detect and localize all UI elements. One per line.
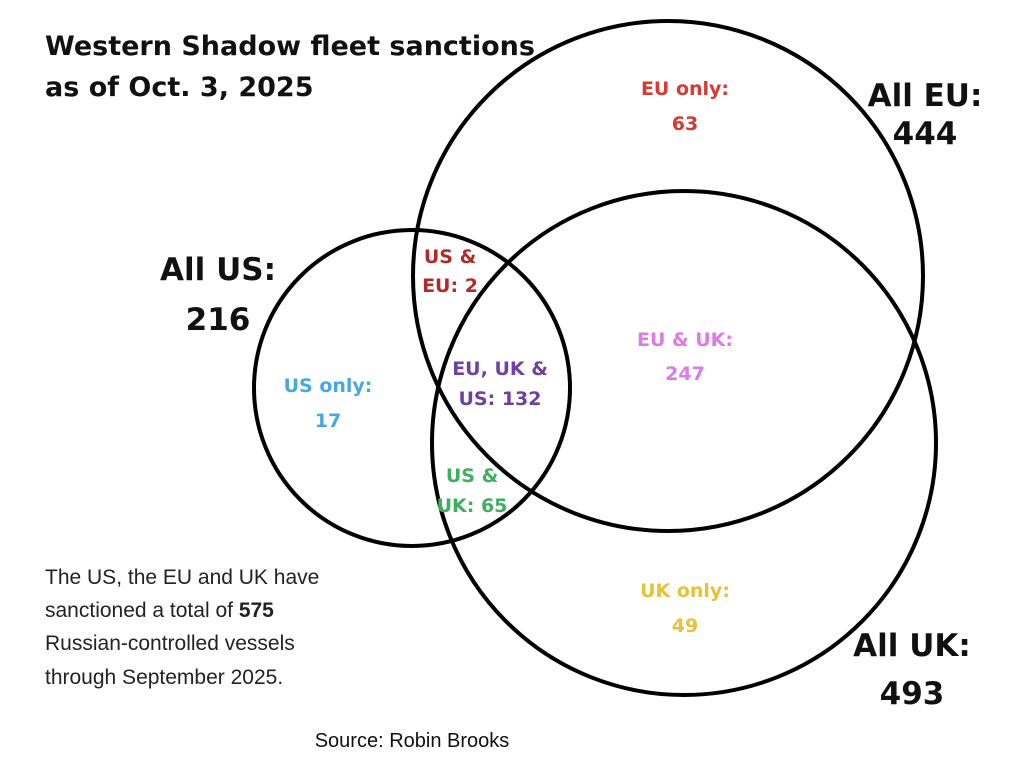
us-set-value: 216 — [186, 302, 251, 338]
region-us-uk-label: US & — [446, 465, 498, 487]
summary-line-4: through September 2025. — [45, 666, 283, 689]
summary-line-2-text: sanctioned a total of — [45, 599, 239, 622]
region-eu-only-value: 63 — [672, 113, 698, 135]
eu-set-value: 444 — [893, 116, 958, 152]
region-uk-only-label: UK only: — [640, 580, 730, 602]
region-us-uk-value: UK: 65 — [437, 495, 508, 517]
region-eu-uk-value: 247 — [665, 363, 705, 385]
region-uk-only-value: 49 — [672, 615, 698, 637]
region-eu-uk: EU & UK: 247 — [637, 329, 733, 385]
region-uk-only: UK only: 49 — [640, 580, 730, 637]
region-us-only-value: 17 — [315, 410, 341, 432]
region-us-eu-value: EU: 2 — [422, 275, 478, 297]
us-circle — [252, 228, 572, 548]
uk-set-label: All UK: — [853, 628, 971, 664]
uk-circle — [430, 189, 938, 697]
region-all-three: EU, UK & US: 132 — [452, 358, 548, 410]
title-line-2: as of Oct. 3, 2025 — [45, 72, 314, 103]
summary-line-2: sanctioned a total of 575 — [45, 599, 274, 622]
region-us-eu: US & EU: 2 — [422, 246, 478, 297]
summary-total: 575 — [239, 599, 274, 622]
summary-line-3: Russian-controlled vessels — [45, 632, 295, 655]
region-all-three-label: EU, UK & — [452, 358, 548, 380]
source-credit: Source: Robin Brooks — [315, 730, 510, 752]
region-eu-uk-label: EU & UK: — [637, 329, 733, 351]
summary-line-1: The US, the EU and UK have — [45, 566, 319, 589]
region-all-three-value: US: 132 — [459, 388, 542, 410]
uk-set-value: 493 — [880, 676, 945, 712]
region-eu-only-label: EU only: — [641, 78, 729, 100]
us-set-label: All US: — [160, 252, 276, 288]
region-us-only-label: US only: — [284, 375, 373, 397]
region-us-only: US only: 17 — [284, 375, 373, 432]
eu-set-label: All EU: — [868, 78, 983, 114]
region-eu-only: EU only: 63 — [641, 78, 729, 135]
title-line-1: Western Shadow fleet sanctions — [45, 31, 535, 62]
region-us-uk: US & UK: 65 — [437, 465, 508, 517]
eu-circle — [411, 19, 925, 533]
region-us-eu-label: US & — [424, 246, 476, 268]
